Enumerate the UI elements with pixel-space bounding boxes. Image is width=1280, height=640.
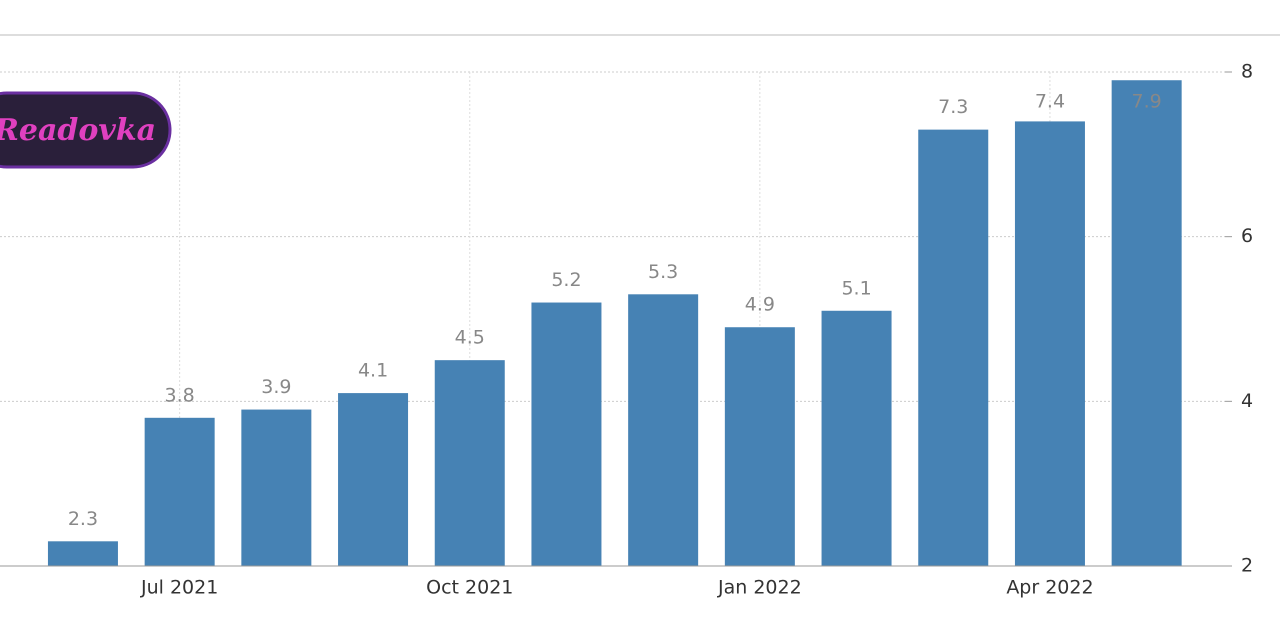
logo-text: Readovka bbox=[0, 113, 156, 148]
value-label: 4.5 bbox=[455, 327, 485, 349]
bar bbox=[821, 310, 892, 566]
x-tick-label: Apr 2022 bbox=[1006, 577, 1093, 599]
y-tick-label: 6 bbox=[1241, 225, 1253, 247]
value-label: 4.1 bbox=[358, 360, 388, 382]
x-tick-label: Jul 2021 bbox=[140, 577, 218, 599]
value-label: 5.1 bbox=[841, 277, 871, 299]
value-label: 7.4 bbox=[1035, 91, 1065, 113]
bar bbox=[1111, 80, 1182, 566]
logo-background bbox=[0, 91, 172, 169]
bar bbox=[338, 393, 409, 566]
bar bbox=[47, 541, 118, 566]
value-label: 5.3 bbox=[648, 261, 678, 283]
bar bbox=[628, 294, 699, 566]
y-tick-label: 4 bbox=[1241, 390, 1253, 412]
value-label: 5.2 bbox=[551, 269, 581, 291]
y-tick-label: 2 bbox=[1241, 555, 1253, 577]
bar bbox=[434, 360, 505, 566]
bar bbox=[531, 302, 602, 566]
value-label: 7.9 bbox=[1132, 91, 1162, 113]
bar bbox=[1014, 121, 1085, 567]
x-tick-label: Oct 2021 bbox=[426, 577, 513, 599]
bar bbox=[724, 327, 795, 566]
bar bbox=[241, 409, 312, 566]
value-label: 2.3 bbox=[68, 508, 98, 530]
logo-badge: Readovka bbox=[0, 91, 172, 169]
bar bbox=[144, 417, 215, 566]
value-label: 7.3 bbox=[938, 96, 968, 118]
y-tick-label: 8 bbox=[1241, 61, 1253, 83]
x-tick-label: Jan 2022 bbox=[717, 577, 802, 599]
bar bbox=[918, 129, 989, 566]
value-label: 3.9 bbox=[261, 376, 291, 398]
value-label: 3.8 bbox=[165, 384, 195, 406]
value-label: 4.9 bbox=[745, 294, 775, 316]
